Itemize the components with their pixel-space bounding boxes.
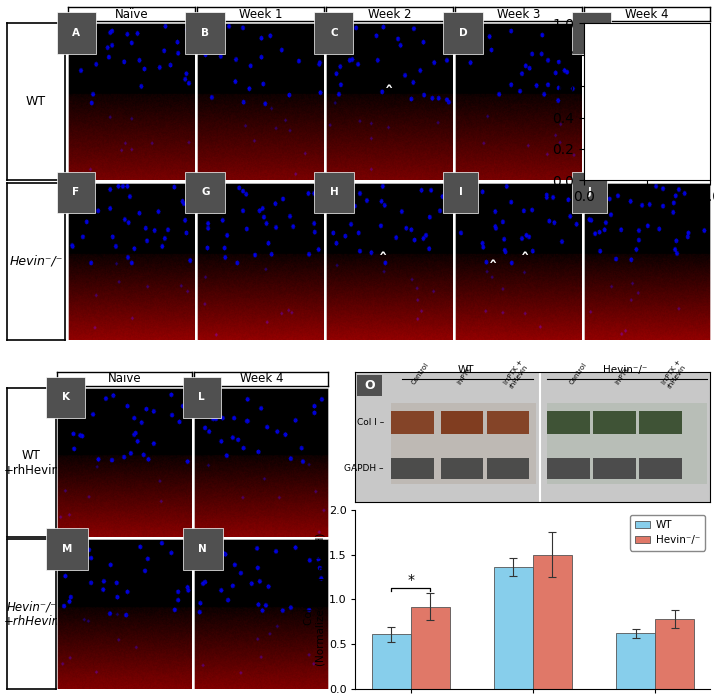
Bar bbox=[593, 411, 636, 434]
Text: O: O bbox=[364, 379, 375, 392]
Text: M: M bbox=[61, 544, 72, 554]
Text: J: J bbox=[588, 187, 592, 197]
Bar bbox=[411, 606, 450, 689]
Bar bbox=[533, 555, 572, 689]
Bar bbox=[441, 411, 483, 434]
Text: WT: WT bbox=[26, 95, 46, 109]
Bar bbox=[371, 634, 411, 689]
Bar bbox=[547, 403, 707, 484]
Text: ˆ: ˆ bbox=[489, 260, 497, 278]
Text: GAPDH –: GAPDH – bbox=[344, 464, 384, 473]
Legend: WT, Hevin⁻/⁻: WT, Hevin⁻/⁻ bbox=[630, 515, 705, 551]
Text: IrrPTK: IrrPTK bbox=[456, 366, 473, 386]
Text: Hevin⁻/⁻: Hevin⁻/⁻ bbox=[9, 255, 63, 268]
Text: Naïve: Naïve bbox=[115, 8, 149, 20]
Bar bbox=[441, 458, 483, 479]
Text: WT: WT bbox=[457, 365, 473, 374]
Text: IrrPTK +
rhHevin: IrrPTK + rhHevin bbox=[660, 359, 688, 390]
Bar bbox=[547, 411, 590, 434]
Text: F: F bbox=[72, 187, 79, 197]
Bar bbox=[391, 411, 433, 434]
Text: A: A bbox=[72, 28, 80, 38]
Bar bbox=[640, 458, 682, 479]
Text: Week 3: Week 3 bbox=[497, 8, 540, 20]
Text: E: E bbox=[588, 28, 595, 38]
Text: G: G bbox=[201, 187, 210, 197]
Text: Control: Control bbox=[411, 362, 430, 386]
Text: Week 4: Week 4 bbox=[625, 8, 669, 20]
Bar bbox=[616, 633, 655, 689]
Bar bbox=[547, 458, 590, 479]
Bar bbox=[487, 458, 529, 479]
Bar bbox=[640, 411, 682, 434]
Text: C: C bbox=[330, 28, 338, 38]
Bar bbox=[494, 567, 533, 689]
Bar bbox=[357, 374, 382, 395]
Text: D: D bbox=[459, 28, 468, 38]
Text: B: B bbox=[201, 28, 209, 38]
Text: ˆ: ˆ bbox=[521, 252, 529, 270]
Text: N: N bbox=[198, 544, 207, 554]
Text: Week 2: Week 2 bbox=[368, 8, 411, 20]
Text: *: * bbox=[407, 573, 414, 587]
Text: Control: Control bbox=[568, 362, 588, 386]
Text: IrrPTK +
rhHevin: IrrPTK + rhHevin bbox=[503, 359, 530, 390]
Y-axis label: Collagen I
(Normalized with GAPDH): Collagen I (Normalized with GAPDH) bbox=[304, 532, 326, 666]
Text: Week 1: Week 1 bbox=[238, 8, 282, 20]
Text: L: L bbox=[198, 393, 205, 402]
Text: Week 4: Week 4 bbox=[240, 372, 283, 386]
Text: ˆ: ˆ bbox=[379, 252, 387, 270]
Text: K: K bbox=[61, 393, 69, 402]
Text: I: I bbox=[459, 187, 463, 197]
Text: H: H bbox=[330, 187, 338, 197]
Text: WT
+rhHevin: WT +rhHevin bbox=[4, 448, 59, 477]
Text: Naïve: Naïve bbox=[108, 372, 141, 386]
Text: Hevin⁻/⁻: Hevin⁻/⁻ bbox=[603, 365, 648, 374]
Bar bbox=[593, 458, 636, 479]
Bar bbox=[391, 403, 536, 484]
Bar bbox=[655, 619, 694, 689]
Text: Col I –: Col I – bbox=[356, 418, 384, 427]
Text: IrrPTK: IrrPTK bbox=[615, 366, 631, 386]
Text: Hevin⁻/⁻
+rhHevin: Hevin⁻/⁻ +rhHevin bbox=[4, 600, 59, 628]
Text: ˆ: ˆ bbox=[386, 85, 393, 103]
Bar bbox=[487, 411, 529, 434]
Bar bbox=[391, 458, 433, 479]
